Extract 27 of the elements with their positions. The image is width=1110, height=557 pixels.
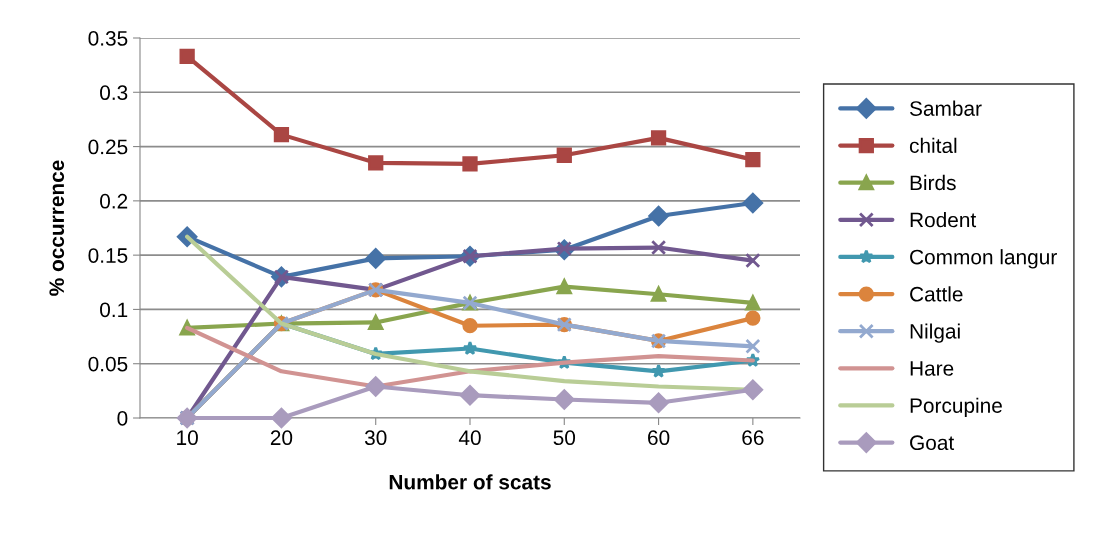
- x-tick-label: 60: [648, 430, 670, 446]
- legend-label: Rodent: [910, 212, 977, 228]
- legend-label: Sambar: [909, 100, 982, 116]
- y-tick-label: 0.1: [100, 302, 128, 318]
- y-tick-label: 0.2: [100, 193, 128, 209]
- x-tick-label: 50: [553, 430, 576, 446]
- x-axis-title: Number of scats: [389, 474, 551, 490]
- legend-label: Goat: [910, 435, 955, 451]
- x-tick-label: 20: [270, 430, 293, 446]
- legend-label: Porcupine: [910, 397, 1002, 418]
- x-tick-label: 30: [364, 430, 387, 446]
- y-axis-title: % occurrence: [49, 160, 65, 296]
- y-tick-label: 0.15: [88, 248, 128, 263]
- y-tick-label: 0: [117, 411, 128, 426]
- y-tick-label: 0.35: [88, 31, 128, 46]
- y-tick-label: 0.25: [88, 139, 128, 155]
- x-tick-label: 66: [742, 430, 764, 446]
- legend-label: chital: [909, 137, 957, 154]
- legend-label: Hare: [910, 361, 954, 376]
- legend-label: Nilgai: [910, 323, 960, 343]
- x-tick-label: 40: [458, 430, 481, 446]
- legend-label: Common langur: [910, 249, 1057, 269]
- legend-label: Cattle: [910, 286, 963, 302]
- y-tick-label: 0.3: [100, 85, 128, 101]
- y-tick-label: 0.05: [88, 356, 128, 372]
- x-tick-label: 10: [177, 430, 198, 446]
- legend-label: Birds: [910, 174, 956, 191]
